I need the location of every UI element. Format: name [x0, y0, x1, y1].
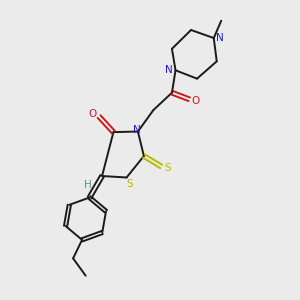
- Text: N: N: [133, 125, 140, 135]
- Text: H: H: [84, 180, 91, 190]
- Text: N: N: [165, 65, 173, 75]
- Text: S: S: [164, 163, 171, 173]
- Text: S: S: [126, 179, 133, 189]
- Text: O: O: [192, 96, 200, 106]
- Text: N: N: [216, 33, 224, 43]
- Text: O: O: [88, 109, 97, 118]
